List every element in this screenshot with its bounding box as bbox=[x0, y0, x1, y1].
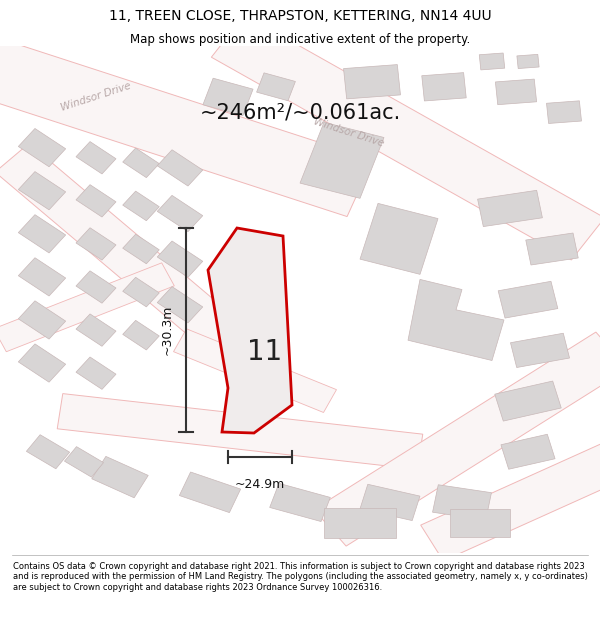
Polygon shape bbox=[408, 279, 504, 361]
Polygon shape bbox=[300, 122, 384, 198]
Polygon shape bbox=[123, 278, 159, 307]
Polygon shape bbox=[0, 143, 287, 390]
Text: 11: 11 bbox=[247, 338, 282, 366]
Polygon shape bbox=[433, 485, 491, 520]
Polygon shape bbox=[478, 191, 542, 227]
Polygon shape bbox=[498, 281, 558, 318]
Polygon shape bbox=[314, 332, 600, 546]
Polygon shape bbox=[19, 258, 65, 296]
Polygon shape bbox=[208, 228, 292, 433]
Text: 11, TREEN CLOSE, THRAPSTON, KETTERING, NN14 4UU: 11, TREEN CLOSE, THRAPSTON, KETTERING, N… bbox=[109, 9, 491, 23]
Polygon shape bbox=[19, 214, 65, 253]
Polygon shape bbox=[501, 434, 555, 469]
Polygon shape bbox=[211, 15, 600, 260]
Text: ~24.9m: ~24.9m bbox=[235, 478, 285, 491]
Polygon shape bbox=[324, 508, 396, 538]
Polygon shape bbox=[257, 73, 295, 101]
Polygon shape bbox=[92, 456, 148, 498]
Polygon shape bbox=[422, 72, 466, 101]
Polygon shape bbox=[421, 444, 600, 561]
Polygon shape bbox=[526, 233, 578, 265]
Polygon shape bbox=[123, 234, 159, 264]
Text: Contains OS data © Crown copyright and database right 2021. This information is : Contains OS data © Crown copyright and d… bbox=[13, 562, 588, 591]
Polygon shape bbox=[157, 241, 203, 278]
Polygon shape bbox=[76, 142, 116, 174]
Polygon shape bbox=[26, 435, 70, 469]
Polygon shape bbox=[0, 263, 175, 352]
Polygon shape bbox=[0, 33, 373, 216]
Polygon shape bbox=[269, 483, 331, 521]
Polygon shape bbox=[479, 53, 505, 70]
Text: ~30.3m: ~30.3m bbox=[161, 305, 174, 355]
Text: Windsor Drive: Windsor Drive bbox=[60, 81, 133, 113]
Text: ~246m²/~0.061ac.: ~246m²/~0.061ac. bbox=[199, 102, 401, 122]
Polygon shape bbox=[496, 79, 536, 104]
Polygon shape bbox=[547, 101, 581, 124]
Polygon shape bbox=[517, 54, 539, 69]
Polygon shape bbox=[19, 129, 65, 167]
Polygon shape bbox=[76, 271, 116, 303]
Text: Map shows position and indicative extent of the property.: Map shows position and indicative extent… bbox=[130, 33, 470, 46]
Polygon shape bbox=[19, 172, 65, 210]
Polygon shape bbox=[123, 191, 159, 221]
Polygon shape bbox=[19, 344, 65, 382]
Polygon shape bbox=[511, 333, 569, 367]
Polygon shape bbox=[76, 228, 116, 260]
Polygon shape bbox=[76, 184, 116, 217]
Polygon shape bbox=[450, 509, 510, 537]
Polygon shape bbox=[157, 287, 203, 323]
Polygon shape bbox=[157, 150, 203, 186]
Polygon shape bbox=[123, 148, 159, 178]
Polygon shape bbox=[344, 64, 400, 99]
Polygon shape bbox=[360, 203, 438, 274]
Polygon shape bbox=[360, 484, 420, 521]
Polygon shape bbox=[179, 472, 241, 512]
Polygon shape bbox=[173, 329, 337, 412]
Polygon shape bbox=[157, 196, 203, 232]
Polygon shape bbox=[76, 314, 116, 346]
Text: Windsor Drive: Windsor Drive bbox=[312, 116, 385, 149]
Polygon shape bbox=[64, 447, 104, 477]
Polygon shape bbox=[57, 394, 423, 469]
Polygon shape bbox=[203, 78, 253, 116]
Polygon shape bbox=[123, 321, 159, 350]
Polygon shape bbox=[19, 301, 65, 339]
Polygon shape bbox=[76, 357, 116, 389]
Polygon shape bbox=[495, 381, 561, 421]
